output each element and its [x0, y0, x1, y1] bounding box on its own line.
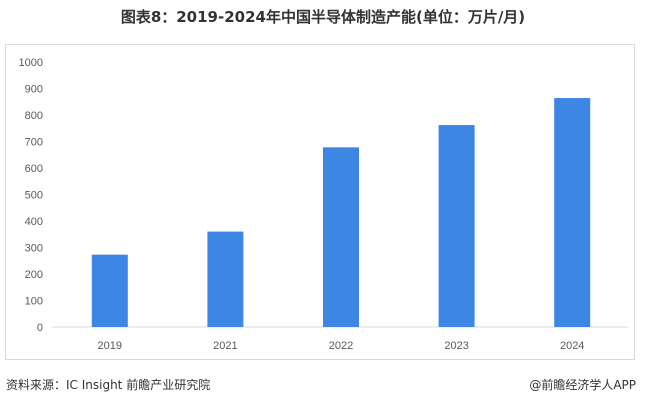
y-axis-ticks: 0 100 200 300 400 500 600 700 800 900 1000 — [19, 57, 43, 334]
x-tick-label: 2024 — [560, 340, 584, 352]
y-tick-label: 200 — [25, 269, 43, 281]
x-tick-label: 2021 — [213, 340, 237, 352]
y-tick-label: 600 — [25, 163, 43, 175]
bar-2024 — [554, 98, 591, 327]
bars — [91, 98, 591, 327]
y-tick-label: 500 — [25, 190, 43, 202]
y-tick-label: 100 — [25, 296, 43, 308]
x-tick-label: 2022 — [329, 340, 353, 352]
y-tick-label: 900 — [25, 84, 43, 96]
x-tick-label: 2019 — [98, 340, 122, 352]
y-tick-label: 400 — [25, 216, 43, 228]
bar-2019 — [91, 254, 128, 327]
y-tick-label: 300 — [25, 243, 43, 255]
x-axis-ticks: 2019 2021 2022 2023 2024 — [98, 340, 585, 352]
source-note: 资料来源：IC Insight 前瞻产业研究院 — [6, 378, 211, 392]
y-tick-label: 700 — [25, 137, 43, 149]
bar-2023 — [438, 125, 475, 327]
y-tick-label: 0 — [37, 322, 43, 334]
x-tick-label: 2023 — [444, 340, 468, 352]
chart-title: 图表8：2019-2024年中国半导体制造产能(单位：万片/月) — [120, 8, 526, 26]
y-tick-label: 800 — [25, 110, 43, 122]
chart-frame — [5, 44, 635, 360]
brand-credit: @前瞻经济学人APP — [529, 378, 636, 392]
bar-2021 — [207, 231, 244, 327]
y-tick-label: 1000 — [19, 57, 43, 69]
bar-2022 — [323, 147, 359, 327]
